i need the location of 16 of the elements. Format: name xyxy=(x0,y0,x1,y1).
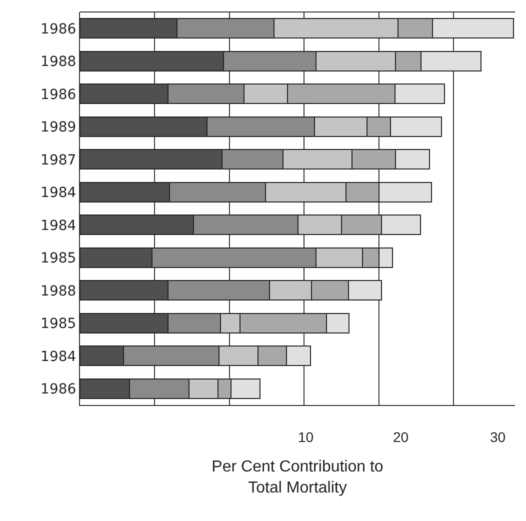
y-tick-label: 1986 xyxy=(40,382,76,398)
y-tick-label: 1986 xyxy=(40,86,76,103)
text: 10 xyxy=(298,429,314,445)
text: 20 xyxy=(393,429,409,445)
y-tick-label: 1989 xyxy=(40,120,76,136)
y-tick-label: 1984 xyxy=(40,218,76,234)
y-tick-label: 1987 xyxy=(40,152,76,168)
y-tick-label: 1985 xyxy=(40,250,76,267)
text: 30 xyxy=(490,429,506,445)
x-axis-title: Per Cent Contribution to Total Mortality xyxy=(212,458,384,496)
y-tick-label: 1984 xyxy=(40,185,76,202)
y-tick-label: 1984 xyxy=(40,348,76,365)
y-tick-label: 1988 xyxy=(40,54,76,70)
y-tick-label: 1986 xyxy=(40,21,76,38)
y-tick-label: 1985 xyxy=(40,316,76,332)
y-tick-label: 1988 xyxy=(40,283,76,300)
